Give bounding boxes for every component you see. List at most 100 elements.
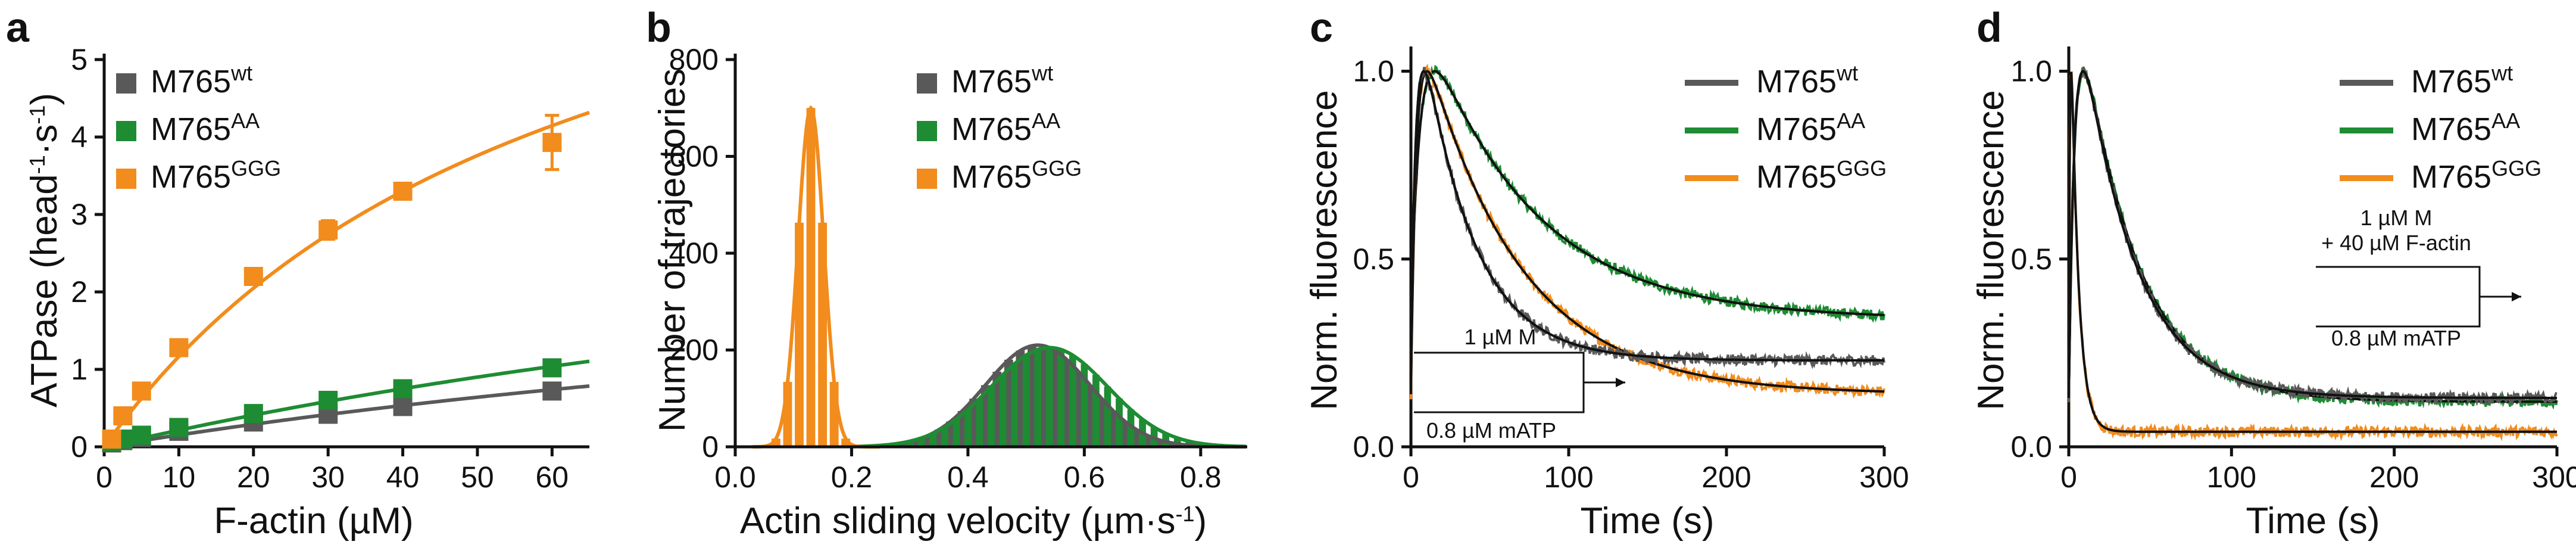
panel-a-legend-marker-wt <box>116 73 136 94</box>
panel-a-point-wt <box>393 397 413 416</box>
panel-a-point-GGG <box>243 267 263 286</box>
panel-a-point-GGG <box>132 381 151 401</box>
panel-b-bar-AA <box>906 441 914 447</box>
panel-d-y-tick-label: 1.0 <box>2010 55 2052 88</box>
panel-d-xlabel: Time (s) <box>2246 500 2380 542</box>
panel-b-bar-wt <box>1062 359 1072 447</box>
panel-c: Norm. fluorescence Time (s) 1 µM M 0.8 µ… <box>1304 46 1909 542</box>
panel-b-bar-wt <box>1132 430 1141 447</box>
panel-b-bar-AA <box>941 427 948 447</box>
panel-a-point-GGG <box>113 406 133 425</box>
panel-a-y-tick-label: 3 <box>71 198 88 231</box>
panel-d-x-tick-label: 100 <box>2207 461 2256 494</box>
panel-a-x-tick-label: 50 <box>461 461 494 494</box>
panel-b-bar-AA <box>1022 355 1030 447</box>
panel-c-y-tick-label: 0.0 <box>1353 430 1394 463</box>
panel-b-ylabel: Number of trajectories <box>652 69 693 432</box>
panel-b-legend-label-GGG: M765GGG <box>951 156 1082 195</box>
panel-c-legend-label-wt: M765wt <box>1756 61 1858 100</box>
panel-b-y-tick-label: 800 <box>669 43 719 76</box>
panel-a-ylabel: ATPase (head-1·s-1) <box>24 93 65 407</box>
panel-b-bar-wt <box>1016 350 1025 447</box>
panel-a-x-tick-label: 30 <box>311 461 345 494</box>
panel-a-legend-label-GGG: M765GGG <box>151 156 281 195</box>
panel-b-bar-wt <box>1004 359 1013 447</box>
panel-d-y-tick-label: 0.5 <box>2010 242 2052 276</box>
panel-d-x-tick-label: 0 <box>2060 461 2077 494</box>
panel-a-point-AA <box>132 425 151 445</box>
panel-b-y-tick-label: 600 <box>669 140 719 173</box>
panel-b-bar-AA <box>1116 398 1123 447</box>
panel-b-bar-AA <box>988 386 995 447</box>
panel-b-bar-GGG <box>806 108 816 447</box>
panel-b-bar-wt <box>992 371 1002 447</box>
panel-a-point-GGG <box>542 133 562 153</box>
panel-b-y-tick-label: 400 <box>669 237 719 270</box>
panel-b-y-tick-label: 200 <box>669 334 719 367</box>
panel-a-x-tick-label: 0 <box>96 461 113 494</box>
panel-a-y-tick-label: 2 <box>71 275 88 309</box>
panel-b-bar-AA <box>964 409 972 447</box>
panel-b-bar-AA <box>1011 363 1018 447</box>
panel-a-point-wt <box>542 381 562 401</box>
panel-b-bar-AA <box>917 438 925 447</box>
panel-b: Number of trajectories Actin sliding vel… <box>652 43 1247 542</box>
panel-b-bar-wt <box>1027 346 1036 447</box>
panel-b-bar-AA <box>999 375 1007 447</box>
panel-c-y-tick-label: 1.0 <box>1353 55 1394 88</box>
panel-b-bar-wt <box>1155 440 1164 447</box>
panel-b-x-tick-label: 0.8 <box>1180 461 1222 494</box>
panel-b-bar-AA <box>1069 355 1076 447</box>
panel-c-x-tick-label: 100 <box>1544 461 1593 494</box>
panel-b-bar-AA <box>953 419 960 447</box>
panel-b-bar-AA <box>1081 363 1088 447</box>
panel-d-x-tick-label: 200 <box>2369 461 2419 494</box>
panel-a-point-AA <box>169 418 189 437</box>
panel-b-xlabel: Actin sliding velocity (µm·s-1) <box>740 500 1207 542</box>
panel-b-legend-label-AA: M765AA <box>951 108 1060 148</box>
panel-b-bar-wt <box>1167 443 1176 447</box>
panel-a-x-tick-label: 60 <box>535 461 569 494</box>
panel-a-y-tick-label: 1 <box>71 353 88 386</box>
panel-b-x-tick-label: 0.6 <box>1064 461 1106 494</box>
panel-a-point-AA <box>319 391 338 410</box>
panel-c-y-tick-label: 0.5 <box>1353 242 1394 276</box>
panel-a-point-GGG <box>393 182 413 201</box>
panel-d-legend-label-AA: M765AA <box>2411 108 2520 148</box>
panel-c-x-tick-label: 200 <box>1701 461 1751 494</box>
panel-d-legend-label-GGG: M765GGG <box>2411 156 2541 195</box>
panel-a-y-tick-label: 5 <box>71 43 88 76</box>
panel-b-legend-label-wt: M765wt <box>951 61 1053 100</box>
panel-a-legend-label-AA: M765AA <box>151 108 260 148</box>
panel-b-bar-wt <box>911 440 920 447</box>
panel-b-bar-wt <box>969 399 979 447</box>
panel-b-bar-AA <box>1057 349 1065 447</box>
panel-b-bar-AA <box>929 433 937 447</box>
panel-a-x-tick-label: 40 <box>386 461 420 494</box>
panel-b-fit-AA <box>851 346 1246 449</box>
panel-a-point-AA <box>243 404 263 424</box>
panel-a-legend-marker-GGG <box>116 169 136 189</box>
panel-b-bar-AA <box>1127 409 1135 447</box>
panel-c-fit-AA <box>1410 70 1885 319</box>
panel-a-y-tick-label: 4 <box>71 120 88 154</box>
panel-letter-b: b <box>646 4 672 51</box>
panel-b-bar-wt <box>1120 421 1130 447</box>
panel-b-bar-wt <box>934 430 944 447</box>
panel-a-x-tick-label: 20 <box>237 461 270 494</box>
panel-b-x-tick-label: 0.2 <box>831 461 873 494</box>
panel-c-ylabel: Norm. fluorescence <box>1304 90 1345 410</box>
panel-a: ATPase (head-1·s-1) F-actin (µM) 0 10 20 30… <box>24 43 590 542</box>
panel-a-x-tick-label: 10 <box>163 461 196 494</box>
panel-b-x-tick-label: 0.4 <box>947 461 989 494</box>
panel-c-x-tick-label: 300 <box>1859 461 1909 494</box>
panel-d-annotation-top2: + 40 µM F-actin <box>2321 231 2471 255</box>
panel-c-legend-label-GGG: M765GGG <box>1756 156 1887 195</box>
panel-a-xlabel: F-actin (µM) <box>214 500 413 542</box>
panel-a-legend-marker-AA <box>116 121 136 141</box>
panel-b-legend-marker-AA <box>917 121 937 141</box>
panel-d-fit-wt <box>2068 70 2557 399</box>
panel-letter-c: c <box>1310 4 1333 51</box>
